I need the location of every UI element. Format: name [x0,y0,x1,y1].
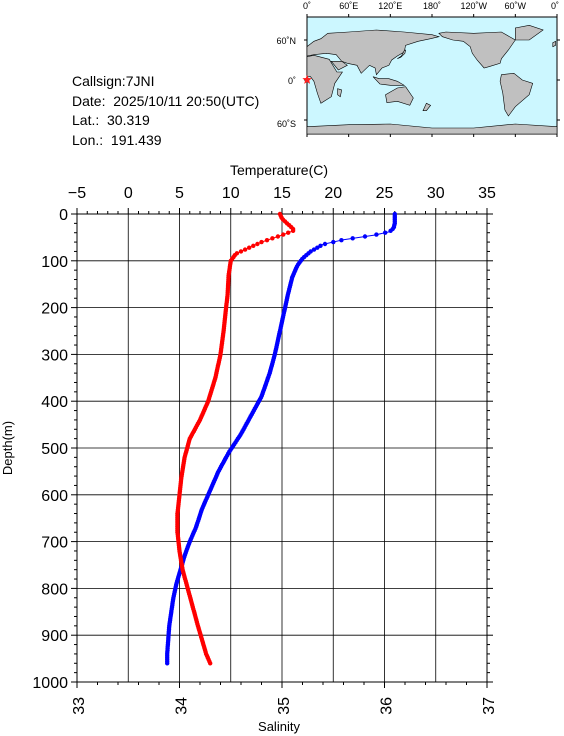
salinity-point [238,249,244,254]
salinity-point [281,232,286,237]
y-tick-label-200: 200 [41,301,68,318]
temperature-line [166,214,396,664]
temperature-point [339,238,344,243]
salinity-axis-label: Salinity [258,719,300,734]
land-australia [385,86,414,106]
latitude-label: Lat.: 30.319 [72,112,150,128]
map-top-tick-3: 180˚ [423,1,441,11]
land-north-america [438,31,516,69]
y-tick-label-300: 300 [41,347,68,364]
y-tick-label-700: 700 [41,535,68,552]
location-map: 0˚ 60˚E 120˚E 180˚ 120˚W 60˚W 0˚ 60˚N 0˚… [276,1,560,137]
temperature-point [383,230,388,235]
top-tick-label-6: 25 [376,185,394,202]
salinity-point [242,247,248,252]
bottom-tick-label-34: 34 [174,697,191,715]
salinity-point [259,239,264,245]
depth-axis-label: Depth(m) [0,421,15,475]
land-greenland [514,24,544,41]
map-lat-tick-60s: 60˚S [277,119,296,129]
red-star-icon [302,74,312,84]
map-lat-tick-0: 0˚ [288,76,296,86]
salinity-point [264,238,270,243]
bottom-tick-label-33: 33 [71,697,88,715]
map-top-tick-1: 60˚E [339,1,358,11]
y-tick-label-600: 600 [41,488,68,505]
bottom-tick-label-37: 37 [481,697,498,715]
land-madagascar [337,88,343,98]
top-tick-label-7: 30 [427,185,445,202]
temperature-point [362,234,368,239]
y-tick-label-900: 900 [41,628,68,645]
temperature-series [165,211,397,666]
salinity-point [251,243,256,248]
y-tick-label-100: 100 [41,254,68,271]
temperature-point [374,232,379,237]
map-top-tick-5: 60˚W [505,1,527,11]
chart-grid [77,214,487,682]
callsign-label: Callsign:7JNI [72,73,155,89]
map-top-tick-0: 0˚ [303,1,311,11]
map-ticks [304,14,560,137]
salinity-point [255,241,260,247]
y-tick-label-800: 800 [41,581,68,598]
salinity-point [290,228,296,233]
map-land [306,24,558,135]
salinity-series [175,211,296,666]
top-tick-label-5: 20 [324,185,342,202]
bottom-tick-label-36: 36 [379,697,396,715]
temperature-point [318,243,323,248]
longitude-label: Lon.: 191.439 [72,131,162,148]
temperature-point [165,661,170,666]
land-uk [552,40,556,48]
map-top-tick-2: 120˚E [378,1,402,11]
temperature-point [388,228,393,233]
temperature-point [350,236,355,241]
series-layer [165,211,397,666]
salinity-point [208,661,213,666]
salinity-point [275,234,281,239]
y-tick-label-500: 500 [41,441,68,458]
land-indonesia [372,76,406,86]
map-top-tick-4: 120˚W [460,1,487,11]
land-new-zealand [422,102,432,111]
land-arabia [330,60,348,71]
salinity-point [270,236,275,241]
top-tick-label-3: 10 [222,185,240,202]
land-eurasia [306,29,441,76]
top-tick-label-2: 5 [175,185,184,202]
salinity-point [286,230,291,235]
bottom-tick-label-35: 35 [276,697,293,715]
temperature-point [331,239,336,245]
top-tick-label-1: 0 [124,185,133,202]
top-tick-label-0: −5 [68,185,86,202]
salinity-point [247,245,252,250]
y-tick-label-0: 0 [59,207,68,224]
temperature-point [322,241,328,247]
station-info: Callsign:7JNI Date: 2025/10/11 20:50(UTC… [72,72,259,150]
map-top-tick-6: 0˚ [551,1,559,11]
temperature-point [315,245,320,250]
temperature-axis-label: Temperature(C) [230,162,328,178]
y-tick-label-400: 400 [41,394,68,411]
date-label: Date: 2025/10/11 20:50(UTC) [72,92,260,109]
map-lat-tick-60n: 60˚N [276,36,296,46]
top-tick-label-8: 35 [478,185,496,202]
land-japan [397,49,407,59]
land-south-america [499,72,534,117]
y-tick-label-1000: 1000 [32,675,68,692]
top-tick-label-4: 15 [273,185,291,202]
land-africa [306,54,343,104]
temperature-point [311,247,317,252]
